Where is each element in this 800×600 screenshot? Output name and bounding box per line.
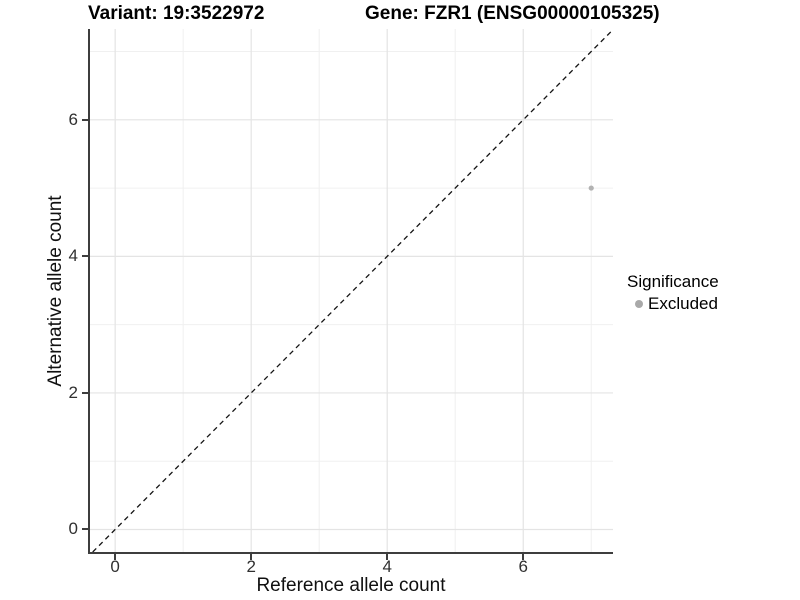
x-tick-label: 4 [382, 557, 392, 576]
x-tick-label: 0 [110, 557, 120, 576]
legend-item-label: Excluded [648, 294, 718, 313]
y-tick-mark [82, 255, 88, 258]
y-tick-label: 6 [68, 109, 78, 129]
y-tick-mark [82, 118, 88, 121]
identity-line [92, 29, 613, 552]
x-tick-label: 2 [246, 557, 256, 576]
y-axis-title: Alternative allele count [45, 195, 66, 387]
y-tick-label: 0 [68, 519, 78, 539]
data-point [588, 185, 594, 191]
legend-item-excluded: Excluded [627, 294, 719, 314]
y-tick-mark [82, 528, 88, 531]
panel-canvas [90, 29, 613, 552]
variant-title: Variant: 19:3522972 [88, 3, 265, 24]
y-tick-label: 4 [68, 246, 78, 266]
plot-panel [88, 29, 613, 554]
legend-title: Significance [627, 272, 719, 291]
x-axis-title: Reference allele count [256, 575, 446, 596]
x-tick-label: 6 [518, 557, 528, 576]
x-tick-mark [250, 554, 253, 560]
legend: Significance Excluded [627, 271, 719, 314]
x-tick-mark [386, 554, 389, 560]
x-tick-mark [114, 554, 117, 560]
legend-point-icon [635, 300, 643, 308]
gene-title: Gene: FZR1 (ENSG00000105325) [365, 3, 660, 24]
x-tick-mark [522, 554, 525, 560]
y-tick-label: 2 [68, 382, 78, 402]
y-tick-mark [82, 391, 88, 394]
